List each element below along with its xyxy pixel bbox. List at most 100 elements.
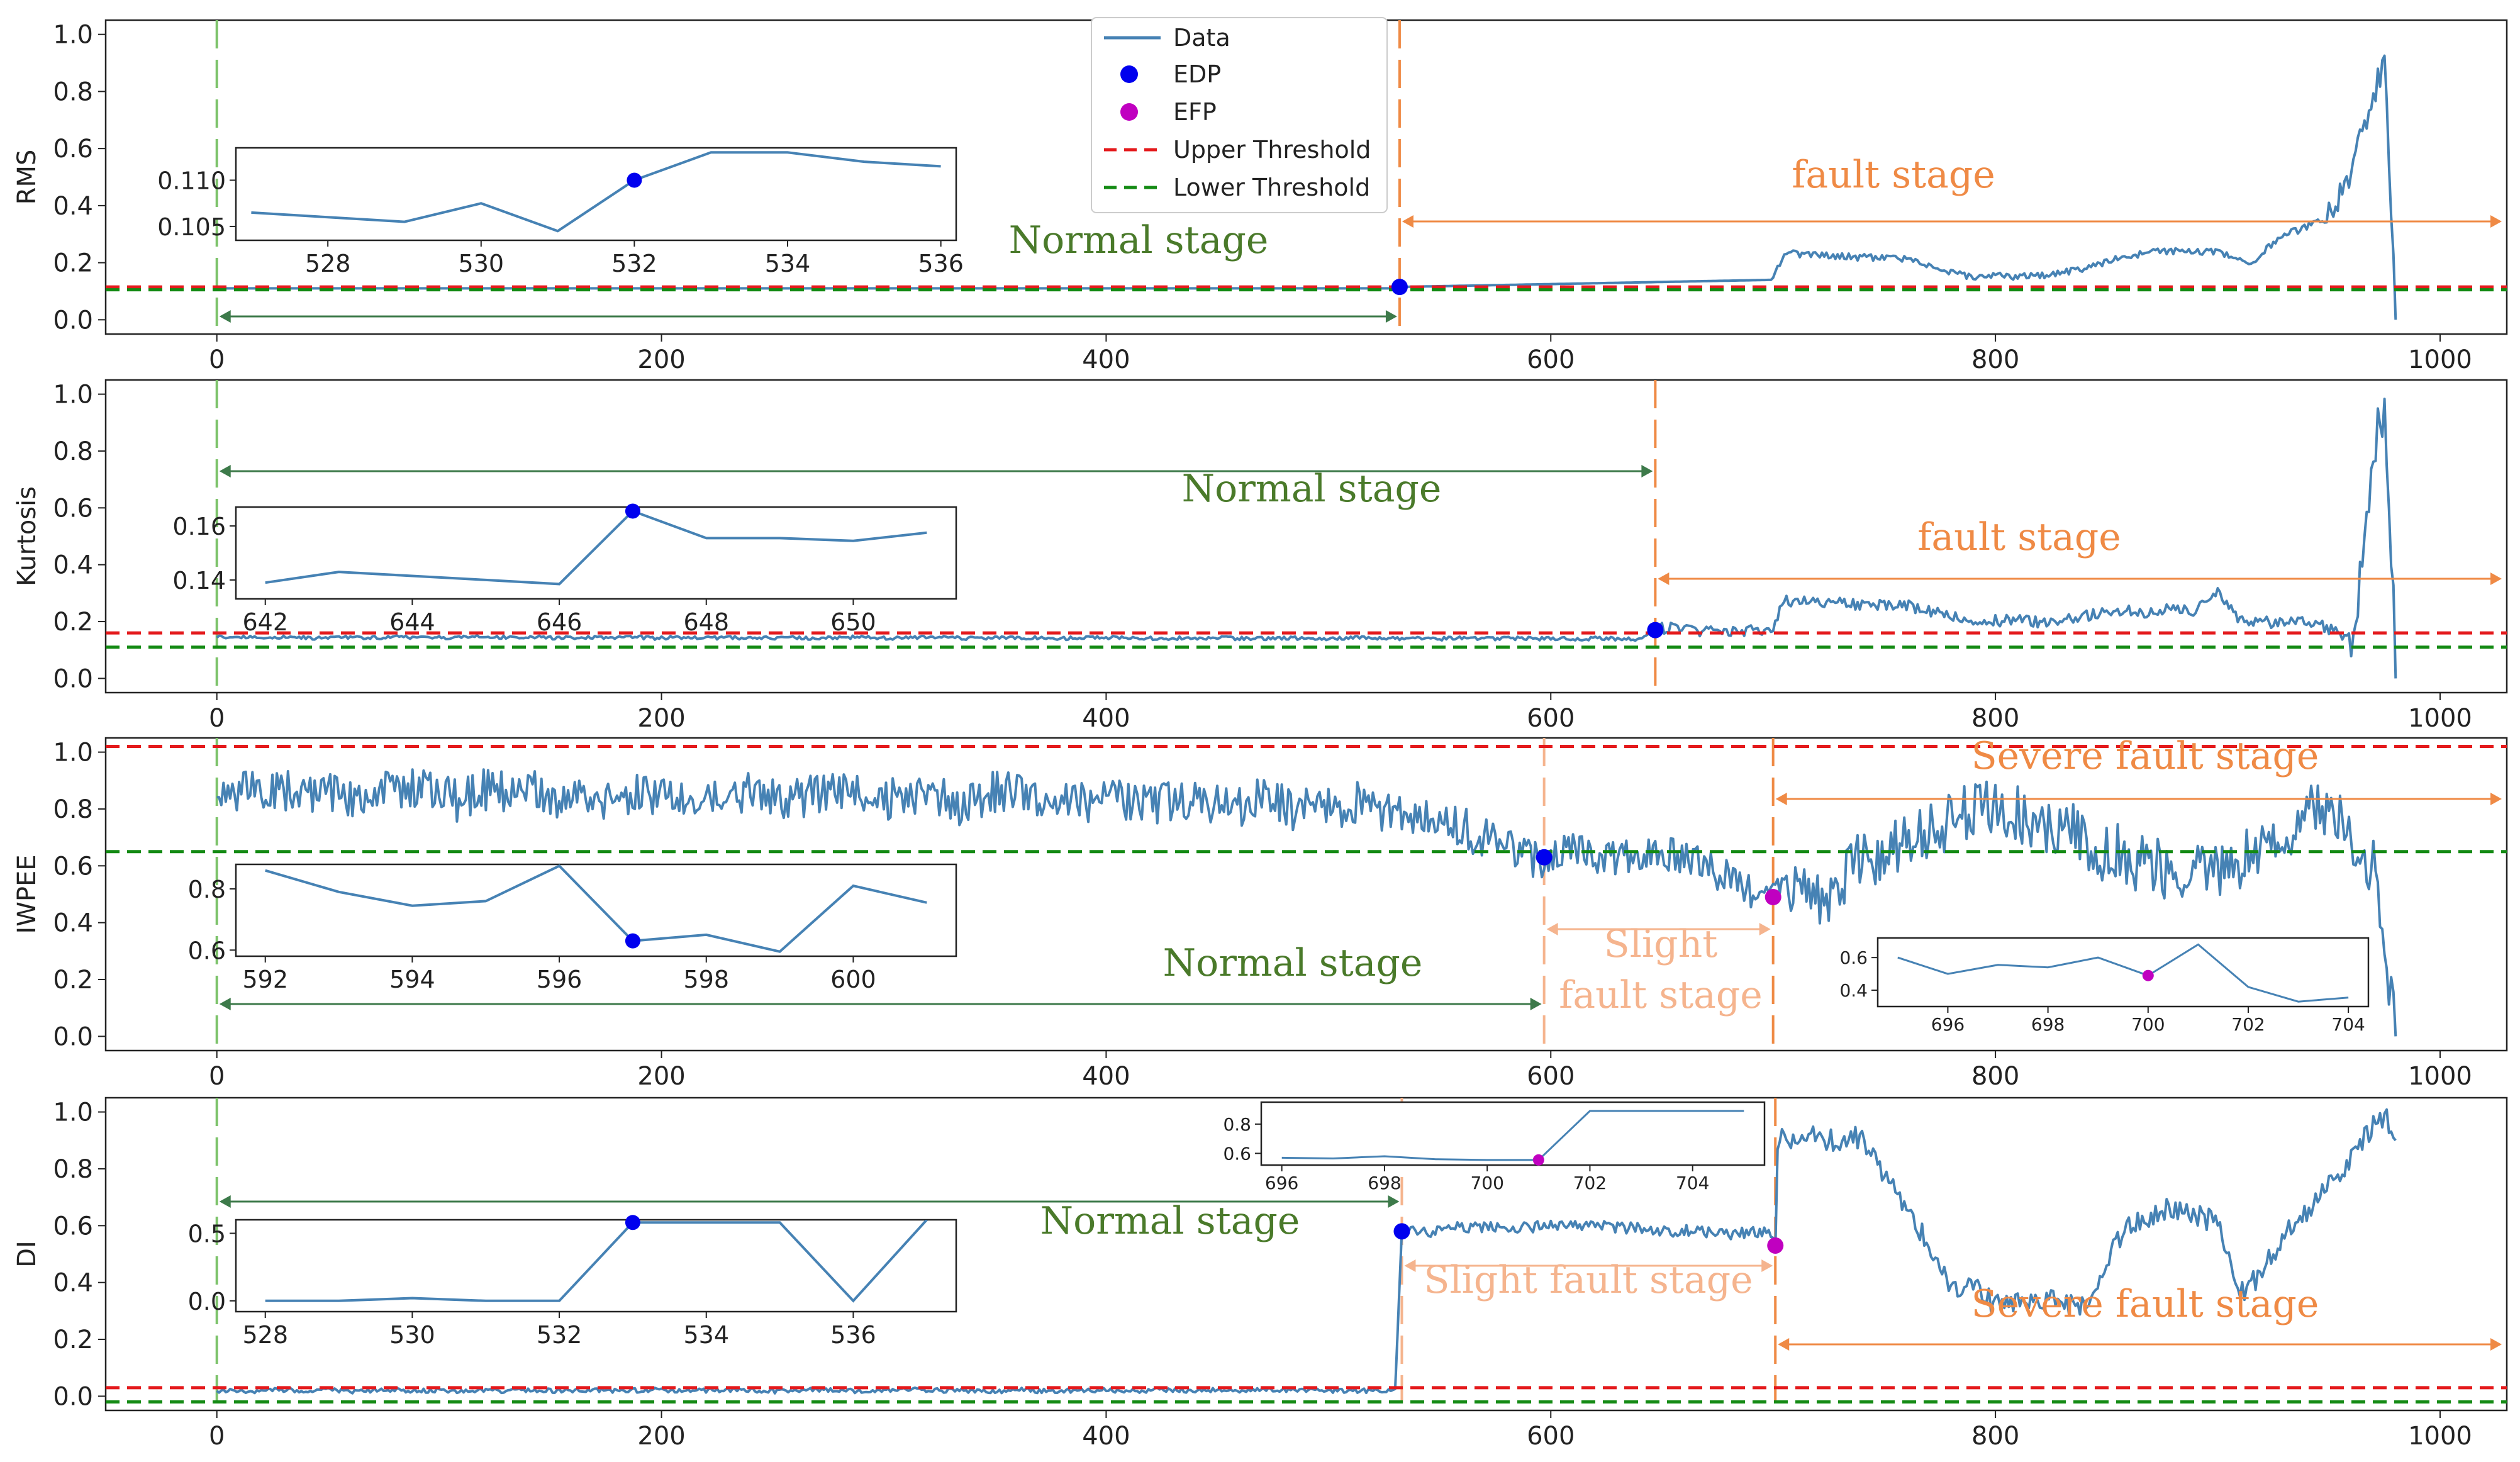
inset-x-tick-label: 698 — [2031, 1014, 2065, 1035]
arrow-head — [1658, 572, 1670, 585]
y-tick-label: 1.0 — [53, 21, 93, 50]
y-axis-label: Kurtosis — [13, 486, 42, 586]
x-tick-label: 800 — [1971, 1422, 2019, 1451]
inset-frame — [235, 1219, 957, 1313]
inset-y-tick-label: 0.6 — [1839, 947, 1868, 968]
y-tick-label: 1.0 — [53, 1098, 93, 1127]
x-tick-label: 1000 — [2408, 345, 2472, 374]
edp-inset-marker — [625, 1215, 640, 1230]
inset-x-tick-label: 530 — [389, 1321, 435, 1349]
y-tick-label: 0.2 — [53, 249, 93, 278]
x-tick-label: 0 — [209, 704, 225, 733]
y-tick-label: 0.2 — [53, 1325, 93, 1354]
inset-x-tick-label: 532 — [611, 250, 657, 277]
x-tick-label: 400 — [1082, 704, 1130, 733]
y-tick-label: 0.0 — [53, 664, 93, 693]
inset-x-tick-label: 530 — [459, 250, 505, 277]
inset-frame — [1260, 1101, 1766, 1166]
inset-x-tick-label: 596 — [537, 966, 583, 993]
edp-inset-marker — [625, 503, 640, 519]
y-tick-label: 0.0 — [53, 1382, 93, 1411]
axes-frame — [104, 1096, 2508, 1412]
axes-frame — [104, 737, 2508, 1052]
plot-area — [106, 738, 2507, 1051]
inset-x-tick-label: 650 — [830, 608, 876, 636]
edp-marker — [1391, 279, 1408, 296]
stage-label: Slight — [1604, 922, 1718, 966]
stage-label: fault stage — [1917, 515, 2121, 559]
legend: Data EDP EFP Upper Threshold Lower Threshold — [1091, 17, 1388, 213]
y-tick-label: 0.8 — [53, 795, 93, 824]
data-series — [216, 1108, 2397, 1395]
inset-x-tick-label: 696 — [1265, 1173, 1298, 1193]
data-series — [216, 398, 2397, 679]
x-tick-label: 400 — [1082, 1062, 1130, 1091]
y-tick-label: 0.0 — [53, 1022, 93, 1051]
x-tick-label: 400 — [1082, 345, 1130, 374]
edp-inset-marker — [625, 933, 640, 949]
x-tick-label: 1000 — [2408, 1422, 2472, 1451]
data-series — [216, 768, 2397, 1037]
edp-inset-marker — [627, 172, 642, 188]
panel-rms: 0.0 0.2 0.4 0.6 0.8 1.0 0 200 400 600 800 1000 RMS No… — [13, 19, 2508, 374]
inset-x-tick-label: 532 — [537, 1321, 583, 1349]
plot-area — [106, 380, 2507, 693]
inset-series — [265, 864, 927, 953]
inset-series — [265, 510, 927, 586]
inset-y-tick-label: 0.4 — [1839, 980, 1868, 1001]
y-tick-label: 0.2 — [53, 608, 93, 637]
inset-series — [1281, 1110, 1744, 1161]
inset-x-tick-label: 594 — [389, 966, 435, 993]
inset-x-tick-label: 702 — [1573, 1173, 1607, 1193]
legend-edp-swatch — [1120, 65, 1138, 83]
stage-label: Normal stage — [1009, 218, 1269, 262]
y-tick-label: 0.2 — [53, 966, 93, 995]
efp-inset-marker — [1532, 1154, 1544, 1166]
inset-x-tick-label: 642 — [242, 608, 288, 636]
inset-frame — [1876, 937, 2370, 1008]
inset-x-tick-label: 704 — [2331, 1014, 2365, 1035]
y-tick-label: 0.6 — [53, 852, 93, 881]
y-tick-label: 0.4 — [53, 551, 93, 580]
inset-x-tick-label: 592 — [242, 966, 288, 993]
panel-iwpee: 0.0 0.2 0.4 0.6 0.8 1.0 0 200 400 600 800 1000 IWPEE… — [13, 734, 2508, 1091]
inset-y-tick-label: 0.0 — [188, 1288, 226, 1315]
arrow-head — [1530, 998, 1542, 1010]
arrow-head — [1546, 923, 1558, 935]
inset: 528 530 532 534 536 0.105 0.110 — [157, 147, 964, 277]
stage-label: Severe fault stage — [1971, 1282, 2319, 1326]
x-tick-label: 600 — [1527, 1062, 1575, 1091]
inset-secondary: 696 698 700 702 704 0.4 0.6 — [1839, 937, 2370, 1035]
inset-frame — [235, 863, 957, 957]
y-tick-label: 0.4 — [53, 1269, 93, 1298]
inset-frame — [235, 506, 957, 600]
inset-x-tick-label: 536 — [918, 250, 964, 277]
x-tick-label: 800 — [1971, 345, 2019, 374]
x-tick-label: 0 — [209, 1062, 225, 1091]
inset-x-tick-label: 646 — [537, 608, 583, 636]
stage-label: Normal stage — [1163, 941, 1423, 985]
inset-x-tick-label: 648 — [683, 608, 729, 636]
arrow-head — [219, 1195, 231, 1208]
inset: 592 594 596 598 600 0.6 0.8 — [188, 863, 957, 993]
arrow-head — [2490, 793, 2502, 805]
arrow-head — [219, 465, 231, 477]
arrow-head — [1778, 1338, 1790, 1351]
inset-y-tick-label: 0.8 — [188, 876, 226, 903]
legend-label: EDP — [1173, 60, 1221, 88]
inset-x-tick-label: 698 — [1368, 1173, 1401, 1193]
y-tick-label: 1.0 — [53, 739, 93, 767]
x-tick-label: 1000 — [2408, 704, 2472, 733]
x-tick-label: 0 — [209, 1422, 225, 1451]
inset-x-tick-label: 534 — [765, 250, 811, 277]
stage-label: fault stage — [1559, 973, 1763, 1017]
arrow-head — [2490, 215, 2502, 228]
inset-y-tick-label: 0.5 — [188, 1220, 226, 1247]
arrow-head — [2490, 572, 2502, 585]
edp-marker — [1647, 622, 1664, 639]
y-axis-label: IWPEE — [13, 854, 42, 934]
inset-secondary: 696 698 700 702 704 0.6 0.8 — [1223, 1101, 1766, 1193]
inset-x-tick-label: 534 — [683, 1321, 729, 1349]
arrow-head — [1385, 310, 1397, 323]
inset-series — [251, 151, 941, 233]
